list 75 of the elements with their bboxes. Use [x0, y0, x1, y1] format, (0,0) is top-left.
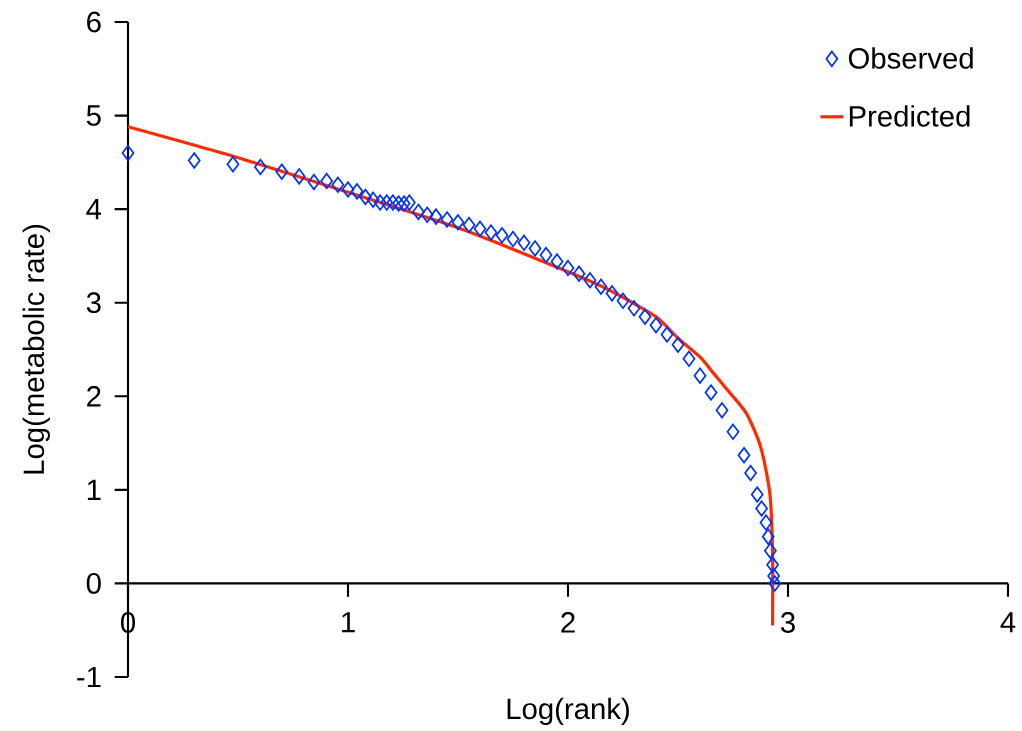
y-tick-label: 3 [86, 292, 101, 314]
point [331, 176, 345, 194]
y-tick-label: 6 [87, 11, 101, 33]
point [704, 384, 718, 401]
point [594, 278, 608, 295]
point [528, 240, 542, 257]
point [561, 259, 575, 277]
point [744, 464, 757, 482]
point [386, 194, 400, 211]
point [616, 292, 630, 310]
legend-label: Observed [848, 47, 973, 69]
point [506, 230, 520, 248]
point [366, 191, 380, 208]
point [462, 216, 476, 234]
point [750, 486, 764, 503]
point [307, 173, 321, 191]
point [517, 234, 531, 252]
x-tick-label: 2 [561, 612, 575, 633]
point [759, 514, 773, 531]
point [539, 246, 553, 264]
point [755, 500, 768, 517]
point [764, 542, 777, 559]
point [440, 211, 454, 228]
point [473, 220, 487, 237]
y-tick-label: 2 [87, 386, 101, 407]
point [350, 183, 364, 200]
point [392, 195, 405, 212]
x-axis-title: Log(rank) [507, 697, 629, 726]
x-tick-label: 4 [1000, 612, 1016, 633]
point [768, 575, 782, 592]
point [693, 367, 707, 384]
point [341, 181, 355, 198]
point [767, 567, 781, 585]
x-tick-label: 1 [342, 612, 355, 633]
point [583, 272, 597, 289]
legend-label: Predicted [849, 105, 970, 127]
y-tick-label: -1 [77, 666, 101, 688]
point [495, 227, 509, 244]
point [761, 528, 775, 545]
point [254, 158, 267, 176]
point [429, 208, 443, 225]
point [226, 156, 240, 173]
y-tick-label: 1 [87, 479, 101, 500]
point [420, 206, 434, 223]
point [121, 144, 135, 162]
point [380, 194, 394, 211]
point [412, 203, 425, 221]
y-tick-label: 0 [86, 573, 101, 594]
y-axis-title: Log(metabolic rate) [22, 225, 50, 474]
point [451, 214, 465, 231]
point [671, 336, 685, 354]
point [737, 447, 751, 464]
point [627, 300, 641, 317]
x-tick-label: 3 [780, 612, 795, 633]
point [484, 224, 498, 241]
point [292, 168, 306, 185]
point [275, 163, 289, 180]
point [715, 402, 729, 419]
point [682, 350, 696, 368]
point [373, 194, 387, 211]
point [605, 285, 619, 302]
point [660, 326, 674, 343]
point [187, 152, 201, 169]
point [572, 265, 586, 282]
point [550, 253, 564, 270]
point [766, 556, 779, 573]
point [638, 308, 652, 325]
point [403, 194, 416, 211]
point [726, 423, 740, 441]
y-tick-label: 4 [86, 199, 102, 220]
y-tick-label: 5 [86, 105, 101, 126]
point [359, 188, 372, 206]
point [320, 172, 334, 190]
point [397, 195, 411, 212]
point [649, 316, 663, 334]
